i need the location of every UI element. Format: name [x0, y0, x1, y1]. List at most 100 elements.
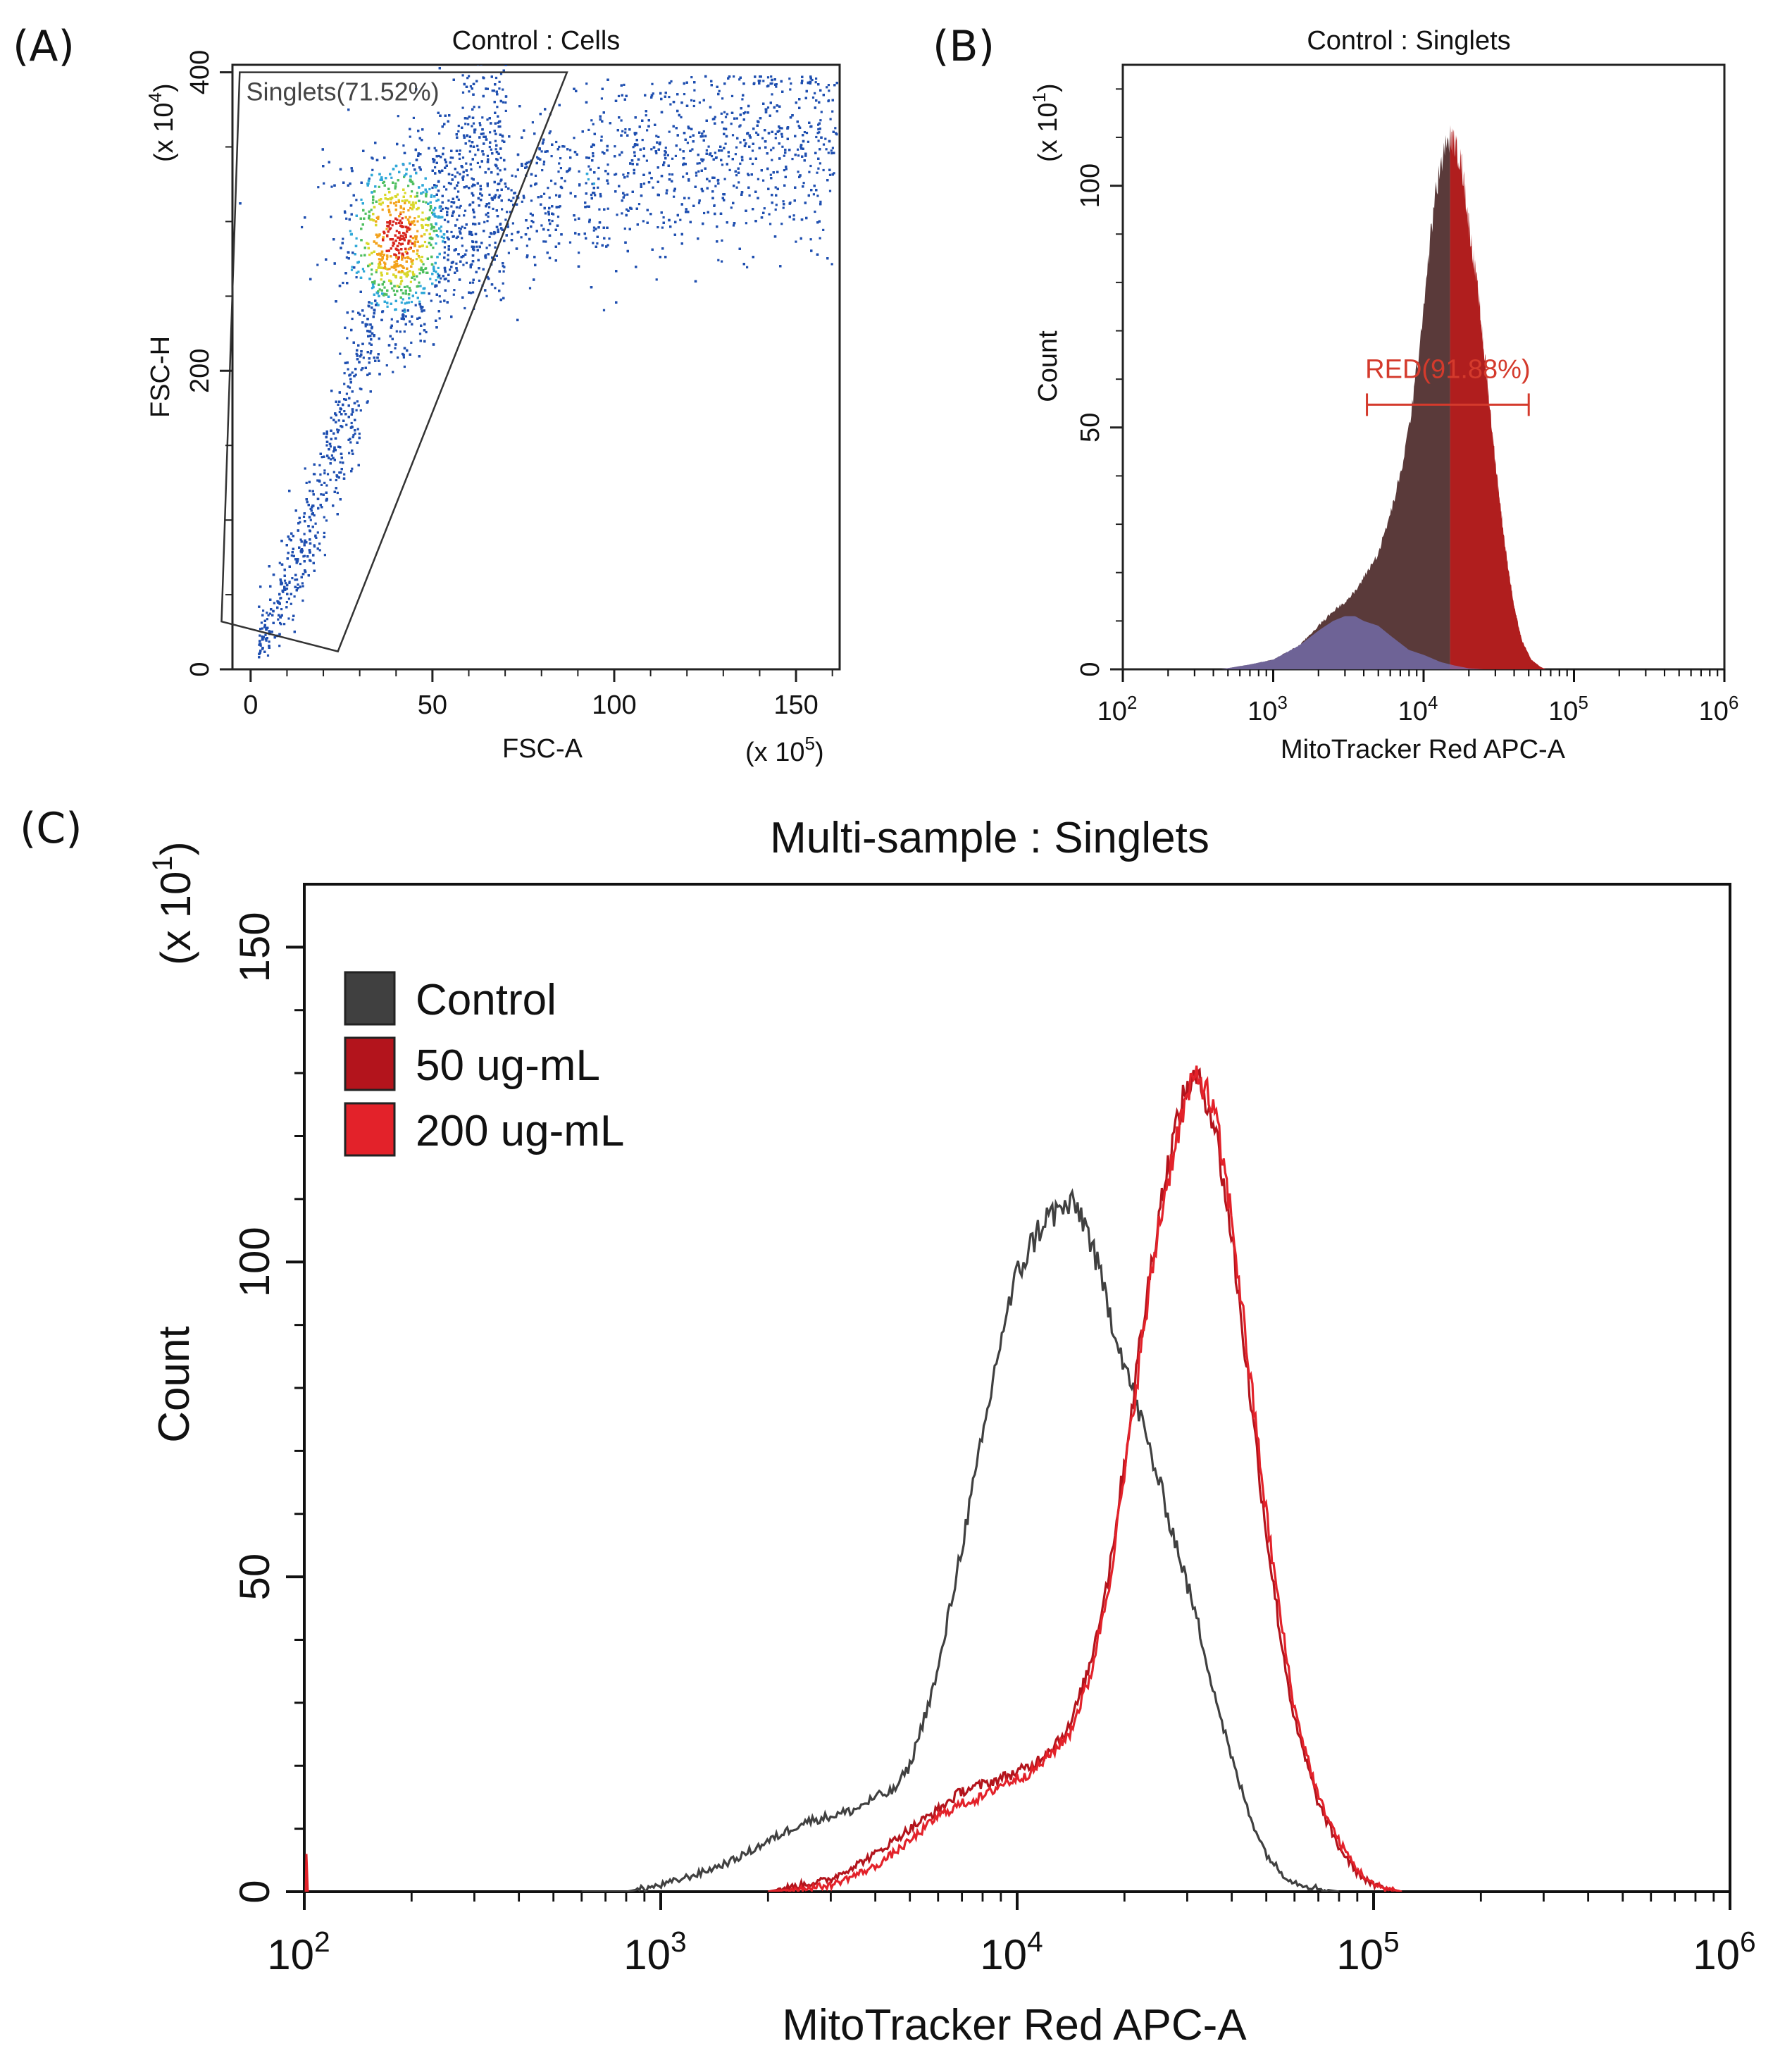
- scatter-point: [453, 289, 456, 292]
- scatter-point: [820, 111, 823, 113]
- scatter-point: [278, 562, 281, 564]
- scatter-point: [488, 206, 491, 209]
- scatter-point: [433, 147, 436, 149]
- scatter-point: [830, 263, 833, 266]
- scatter-point: [540, 150, 543, 153]
- scatter-point: [288, 538, 291, 540]
- scatter-point: [323, 472, 326, 475]
- scatter-point: [783, 169, 785, 172]
- scatter-point: [402, 298, 404, 301]
- scatter-point: [510, 189, 513, 192]
- scatter-point: [593, 192, 596, 194]
- scatter-point: [400, 271, 403, 274]
- scatter-point: [693, 89, 696, 92]
- scatter-point: [733, 75, 735, 78]
- scatter-point: [816, 132, 819, 135]
- scatter-point: [502, 270, 505, 273]
- scatter-point: [458, 157, 461, 160]
- scatter-point: [398, 242, 401, 244]
- scatter-point: [680, 116, 683, 118]
- scatter-point: [411, 201, 414, 204]
- scatter-point: [486, 154, 489, 157]
- scatter-point: [419, 285, 422, 287]
- scatter-point: [690, 99, 693, 101]
- scatter-point: [494, 241, 497, 244]
- scatter-point: [478, 166, 482, 168]
- scatter-point: [766, 76, 770, 79]
- scatter-point: [587, 165, 590, 168]
- scatter-point: [496, 167, 499, 170]
- scatter-point: [287, 617, 290, 620]
- scatter-point: [349, 230, 351, 232]
- scatter-point: [296, 578, 299, 581]
- scatter-point: [488, 244, 491, 247]
- scatter-point: [309, 490, 311, 492]
- scatter-point: [399, 211, 402, 214]
- scatter-point: [382, 267, 385, 270]
- scatter-point: [299, 521, 301, 523]
- scatter-point: [721, 97, 724, 100]
- scatter-point: [745, 222, 747, 225]
- scatter-point: [827, 84, 830, 87]
- scatter-point: [391, 224, 394, 227]
- scatter-point: [738, 181, 740, 184]
- scatter-point: [325, 484, 328, 487]
- scatter-point: [738, 78, 741, 81]
- scatter-point: [431, 225, 434, 228]
- scatter-point: [438, 132, 441, 135]
- scatter-point: [355, 237, 358, 240]
- scatter-point: [769, 173, 772, 176]
- scatter-point: [815, 77, 818, 80]
- scatter-point: [597, 186, 599, 189]
- scatter-point: [830, 152, 833, 155]
- scatter-point: [350, 268, 354, 271]
- scatter-point: [833, 172, 835, 175]
- scatter-point: [343, 398, 346, 401]
- scatter-point: [406, 199, 409, 202]
- scatter-point: [788, 77, 791, 80]
- scatter-point: [735, 146, 738, 149]
- scatter-point: [386, 224, 389, 228]
- scatter-point: [530, 220, 533, 223]
- scatter-point: [373, 280, 376, 283]
- scatter-point: [403, 237, 406, 240]
- scatter-point: [330, 458, 332, 461]
- scatter-point: [318, 549, 321, 552]
- scatter-point: [488, 193, 491, 196]
- scatter-point: [528, 287, 532, 290]
- scatter-point: [550, 155, 553, 158]
- scatter-point: [376, 236, 379, 239]
- scatter-point: [430, 228, 433, 230]
- scatter-point: [483, 221, 486, 223]
- scatter-point: [727, 155, 730, 158]
- scatter-point: [280, 582, 284, 585]
- scatter-point: [496, 106, 499, 108]
- scatter-point: [404, 315, 407, 318]
- scatter-point: [366, 182, 369, 185]
- scatter-point: [364, 212, 367, 215]
- scatter-point: [323, 481, 326, 484]
- scatter-point: [370, 209, 373, 211]
- scatter-point: [780, 127, 783, 130]
- scatter-point: [400, 280, 403, 283]
- scatter-point: [348, 386, 351, 389]
- scatter-point: [522, 194, 525, 197]
- scatter-point: [536, 156, 539, 159]
- scatter-point: [404, 236, 407, 239]
- scatter-point: [369, 218, 372, 221]
- scatter-point: [819, 237, 821, 240]
- scatter-point: [382, 181, 385, 184]
- scatter-point: [312, 473, 316, 476]
- scatter-point: [313, 514, 316, 517]
- scatter-point: [809, 164, 812, 168]
- scatter-point: [280, 608, 283, 611]
- scatter-point: [321, 456, 323, 459]
- scatter-point: [689, 135, 692, 138]
- scatter-point: [498, 87, 501, 90]
- scatter-point: [323, 554, 326, 557]
- scatter-point: [815, 135, 818, 139]
- scatter-point: [351, 467, 354, 470]
- scatter-point: [266, 612, 268, 614]
- scatter-point: [795, 240, 797, 243]
- scatter-point: [592, 155, 595, 158]
